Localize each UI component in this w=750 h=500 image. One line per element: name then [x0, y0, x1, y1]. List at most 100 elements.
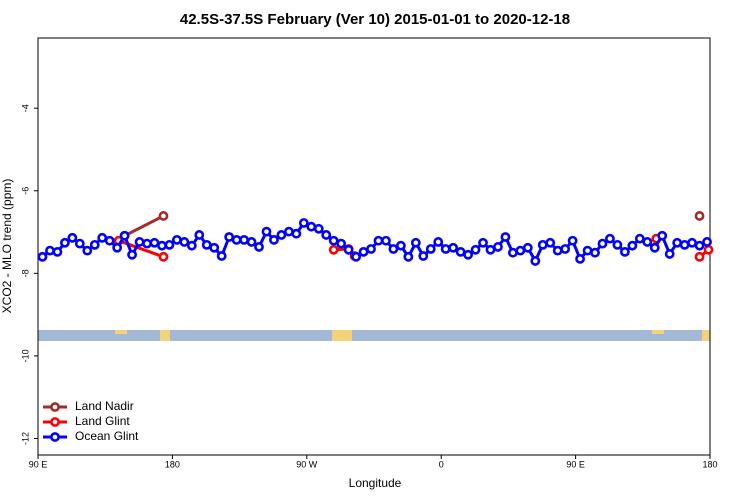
point	[119, 230, 130, 241]
point	[298, 218, 309, 228]
point	[694, 251, 705, 262]
point	[703, 244, 714, 255]
point	[246, 237, 257, 247]
point	[425, 244, 436, 254]
point	[575, 253, 585, 264]
y-tick-label: -4	[20, 104, 30, 112]
y-tick-label: -10	[20, 349, 30, 362]
point	[358, 246, 369, 257]
point	[567, 235, 578, 246]
point	[582, 245, 593, 256]
point	[545, 237, 556, 248]
point	[89, 239, 100, 250]
y-tick-label: -8	[20, 269, 30, 277]
point	[328, 235, 339, 246]
point	[179, 237, 190, 247]
point	[433, 237, 444, 247]
point	[74, 238, 85, 249]
point	[507, 247, 518, 258]
point	[112, 242, 123, 253]
point	[291, 228, 302, 239]
point	[493, 242, 503, 252]
legend-marker	[50, 402, 60, 412]
point	[261, 226, 272, 237]
point	[664, 249, 675, 259]
point	[171, 234, 182, 245]
point	[605, 233, 615, 244]
point	[269, 234, 279, 245]
point	[515, 245, 526, 256]
point	[478, 237, 488, 248]
point	[336, 238, 347, 249]
point	[590, 247, 600, 258]
y-axis-label: XCO2 - MLO trend (ppm)	[0, 179, 14, 314]
point	[619, 246, 630, 257]
point	[470, 244, 481, 255]
point	[560, 244, 571, 254]
point	[634, 233, 645, 244]
series-line	[125, 216, 700, 236]
point	[149, 237, 160, 248]
point	[313, 223, 324, 234]
point	[485, 244, 496, 255]
point	[216, 251, 227, 261]
point	[201, 239, 212, 250]
point	[448, 242, 459, 253]
point	[403, 251, 414, 262]
legend-label: Land Nadir	[75, 399, 134, 413]
point	[612, 239, 623, 250]
point	[679, 239, 690, 250]
x-tick-label: 180	[702, 459, 717, 469]
point	[231, 234, 242, 245]
point	[239, 234, 249, 245]
point	[381, 235, 391, 246]
point	[694, 240, 705, 251]
point	[127, 249, 137, 260]
point	[410, 237, 421, 248]
x-tick-label: 0	[439, 459, 444, 469]
point	[157, 240, 167, 251]
point	[194, 230, 205, 240]
point	[158, 251, 169, 262]
point	[395, 240, 406, 251]
point	[37, 251, 48, 262]
point	[158, 211, 169, 221]
point	[276, 230, 287, 240]
point	[597, 238, 608, 249]
point	[366, 244, 376, 254]
surface-band	[38, 330, 710, 341]
point	[642, 237, 653, 247]
point	[321, 230, 332, 240]
point	[351, 251, 361, 262]
x-tick-label: 90 W	[296, 459, 318, 469]
y-tick-label: -12	[20, 432, 30, 445]
point	[164, 239, 175, 250]
point	[373, 235, 384, 246]
point	[530, 256, 541, 266]
x-axis-label: Longitude	[349, 476, 402, 490]
y-tick-label: -6	[20, 187, 30, 195]
point	[537, 239, 548, 250]
point	[67, 232, 78, 243]
point	[343, 244, 354, 255]
point	[209, 242, 220, 253]
point	[59, 237, 70, 248]
x-tick-label: 90 E	[29, 459, 48, 469]
point	[455, 246, 466, 257]
point	[306, 221, 317, 232]
point	[552, 245, 563, 256]
point	[440, 244, 451, 254]
point	[657, 230, 668, 241]
point	[649, 242, 660, 253]
point	[463, 249, 473, 260]
point	[627, 240, 638, 251]
point	[522, 242, 533, 253]
legend-label: Land Glint	[75, 414, 130, 428]
chart-title: 42.5S-37.5S February (Ver 10) 2015-01-01…	[180, 11, 570, 28]
point	[45, 245, 55, 256]
point	[672, 237, 683, 248]
legend-marker	[50, 417, 60, 427]
point	[224, 232, 235, 242]
legend-label: Ocean Glint	[75, 429, 139, 443]
